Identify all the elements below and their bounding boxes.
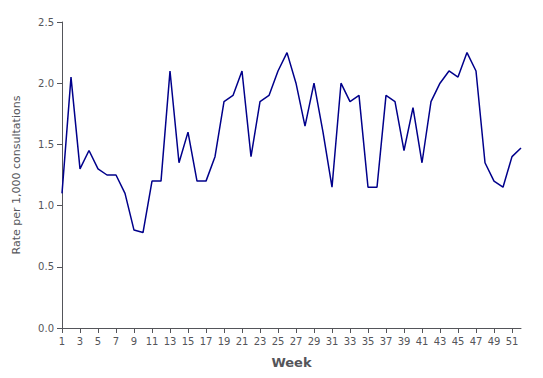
svg-text:51: 51 [506, 336, 519, 347]
svg-text:13: 13 [164, 336, 177, 347]
svg-text:17: 17 [200, 336, 213, 347]
svg-text:27: 27 [290, 336, 303, 347]
svg-text:1: 1 [59, 336, 65, 347]
svg-text:45: 45 [452, 336, 465, 347]
svg-text:Week: Week [271, 355, 312, 370]
svg-text:2.0: 2.0 [38, 78, 54, 89]
svg-text:3: 3 [77, 336, 83, 347]
svg-text:37: 37 [380, 336, 393, 347]
svg-text:1.5: 1.5 [38, 139, 54, 150]
svg-text:0.0: 0.0 [38, 323, 54, 334]
svg-text:2.5: 2.5 [38, 17, 54, 28]
svg-text:49: 49 [488, 336, 501, 347]
svg-text:33: 33 [344, 336, 357, 347]
svg-text:9: 9 [131, 336, 137, 347]
svg-text:21: 21 [236, 336, 249, 347]
svg-text:15: 15 [182, 336, 195, 347]
svg-text:31: 31 [326, 336, 339, 347]
svg-text:43: 43 [434, 336, 447, 347]
svg-text:0.5: 0.5 [38, 261, 54, 272]
svg-text:41: 41 [416, 336, 429, 347]
svg-text:5: 5 [95, 336, 101, 347]
svg-text:47: 47 [470, 336, 483, 347]
svg-text:11: 11 [146, 336, 159, 347]
svg-text:25: 25 [272, 336, 285, 347]
svg-text:Rate per 1,000 consultations: Rate per 1,000 consultations [10, 95, 23, 254]
svg-text:35: 35 [362, 336, 375, 347]
svg-text:23: 23 [254, 336, 267, 347]
svg-text:39: 39 [398, 336, 411, 347]
svg-text:7: 7 [113, 336, 119, 347]
svg-text:1.0: 1.0 [38, 200, 54, 211]
svg-text:19: 19 [218, 336, 231, 347]
svg-text:29: 29 [308, 336, 321, 347]
